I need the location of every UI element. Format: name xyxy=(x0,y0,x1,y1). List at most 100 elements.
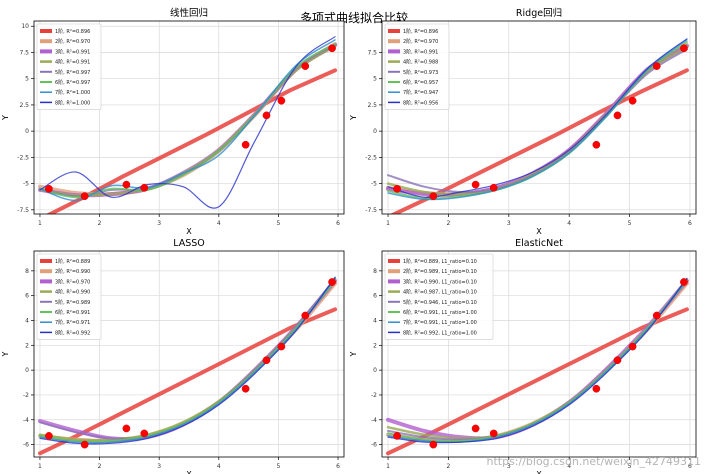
data-point xyxy=(122,180,131,189)
x-axis-label: X xyxy=(536,227,542,236)
data-point xyxy=(277,342,286,351)
series-group xyxy=(386,38,689,214)
legend-entry: 5阶, R²=0.973 xyxy=(403,69,438,76)
data-point xyxy=(393,184,401,193)
data-point xyxy=(45,184,53,193)
data-point xyxy=(429,192,438,201)
y-tick-label: 8 xyxy=(373,268,377,275)
plot-frame xyxy=(381,250,697,458)
legend-entry: 4阶, R²=0.988 xyxy=(403,59,438,66)
series-group xyxy=(386,277,689,456)
data-point xyxy=(652,311,661,320)
data-point xyxy=(301,311,310,320)
subplot-title: 线性回归 xyxy=(170,7,208,19)
data-point xyxy=(613,356,622,365)
legend-entry: 3阶, R²=0.991 xyxy=(55,48,90,55)
x-tick-label: 3 xyxy=(507,220,511,227)
series-line-1 xyxy=(38,307,338,456)
y-tick-label: 6 xyxy=(373,293,377,300)
x-tick-label: 3 xyxy=(157,463,161,470)
y-tick-label: 8 xyxy=(25,268,29,275)
x-tick-label: 1 xyxy=(38,220,42,227)
legend-box xyxy=(384,23,450,110)
data-point xyxy=(328,44,336,53)
legend-box xyxy=(384,253,494,340)
x-axis-label: X xyxy=(186,227,192,236)
legend-entry: 8阶, R²=0.992, L1_ratio=1.00 xyxy=(403,329,477,336)
subplot-title: LASSO xyxy=(173,238,205,249)
y-tick-label: 10 xyxy=(21,23,29,30)
y-axis-label: Y xyxy=(349,351,358,357)
legend-box xyxy=(36,253,102,340)
series-group xyxy=(38,36,338,214)
legend-entry: 2阶, R²=0.970 xyxy=(403,38,438,45)
y-tick-label: 0 xyxy=(373,367,377,374)
legend-entry: 6阶, R²=0.957 xyxy=(403,79,438,86)
data-point xyxy=(393,432,401,440)
legend-entry: 4阶, R²=0.991 xyxy=(55,59,90,66)
y-tick-label: 2 xyxy=(25,342,29,349)
legend-entry: 2阶, R²=0.989, L1_ratio=0.10 xyxy=(403,268,477,275)
legend-entry: 7阶, R²=0.971 xyxy=(55,319,90,326)
legend-entry: 4阶, R²=0.990 xyxy=(55,289,90,296)
legend-entry: 1阶, R²=0.896 xyxy=(55,28,90,35)
legend-entry: 1阶, R²=0.889, L1_ratio=0.10 xyxy=(403,258,477,265)
legend-entry: 7阶, R²=1.000 xyxy=(55,89,90,96)
y-tick-label: 7.5 xyxy=(19,49,29,56)
legend-box xyxy=(36,23,102,110)
legend-entry: 3阶, R²=0.991 xyxy=(403,48,438,55)
subplot-3: 1 2 3 4 5 6 -6 -4 -2 0 2 4 6 8 LASSO X Y 1阶, R²=0.889 2阶, … xyxy=(1,238,345,474)
data-point xyxy=(45,432,53,440)
legend: 1阶, R²=0.889, L1_ratio=0.10 2阶, R²=0.989,… xyxy=(384,253,494,340)
x-tick-label: 2 xyxy=(98,463,102,470)
x-tick-label: 5 xyxy=(277,220,281,227)
x-tick-label: 5 xyxy=(628,220,632,227)
data-point xyxy=(241,384,250,393)
y-tick-label: -7.5 xyxy=(365,207,377,214)
data-point xyxy=(262,111,271,120)
y-tick-label: 0 xyxy=(373,128,377,135)
legend: 1阶, R²=0.896 2阶, R²=0.970 3阶, R²=0.991 4阶, … xyxy=(36,23,102,110)
y-tick-label: -4 xyxy=(371,417,377,424)
x-tick-label: 1 xyxy=(386,220,390,227)
x-tick-label: 2 xyxy=(447,463,451,470)
x-tick-label: 1 xyxy=(386,463,390,470)
series-line-6 xyxy=(387,279,688,443)
data-point xyxy=(680,44,688,53)
watermark: https://blog.csdn.net/weixin_42749311 xyxy=(486,455,701,468)
x-tick-label: 3 xyxy=(157,220,161,227)
legend-entry: 1阶, R²=0.889 xyxy=(55,258,90,265)
y-tick-label: -5 xyxy=(371,181,377,188)
y-tick-label: 0 xyxy=(25,367,29,374)
legend-entry: 2阶, R²=0.970 xyxy=(55,38,90,45)
data-point xyxy=(122,424,131,433)
x-tick-label: 5 xyxy=(628,463,632,470)
y-tick-label: -5 xyxy=(23,181,29,188)
y-tick-label: -2.5 xyxy=(17,154,29,161)
data-point xyxy=(613,111,622,120)
data-point xyxy=(489,183,498,192)
x-tick-label: 4 xyxy=(567,463,571,470)
plot-frame xyxy=(33,20,345,215)
y-axis-label: Y xyxy=(1,115,10,121)
y-tick-label: 2.5 xyxy=(367,102,377,109)
legend-entry: 3阶, R²=0.970 xyxy=(55,278,90,285)
legend-entry: 6阶, R²=0.991, L1_ratio=1.00 xyxy=(403,309,477,316)
y-tick-label: 6 xyxy=(25,293,29,300)
data-point xyxy=(471,180,480,189)
y-tick-label: -2.5 xyxy=(365,154,377,161)
x-tick-label: 2 xyxy=(447,220,451,227)
legend-entry: 5阶, R²=0.946, L1_ratio=0.10 xyxy=(403,299,477,306)
y-tick-label: 2 xyxy=(373,342,377,349)
x-tick-label: 5 xyxy=(277,463,281,470)
data-point xyxy=(328,278,336,286)
legend-entry: 8阶, R²=0.992 xyxy=(55,329,90,336)
x-tick-label: 6 xyxy=(688,463,692,470)
data-point xyxy=(471,424,480,433)
data-point xyxy=(429,440,438,449)
series-group xyxy=(38,276,338,456)
subplot-4: 1 2 3 4 5 6 -6 -4 -2 0 2 4 6 8 ElasticNet X Y 1阶, R²=0.88… xyxy=(349,238,697,474)
y-tick-label: 4 xyxy=(25,317,29,324)
legend-entry: 8阶, R²=1.000 xyxy=(55,99,90,106)
legend-entry: 6阶, R²=0.997 xyxy=(55,79,90,86)
